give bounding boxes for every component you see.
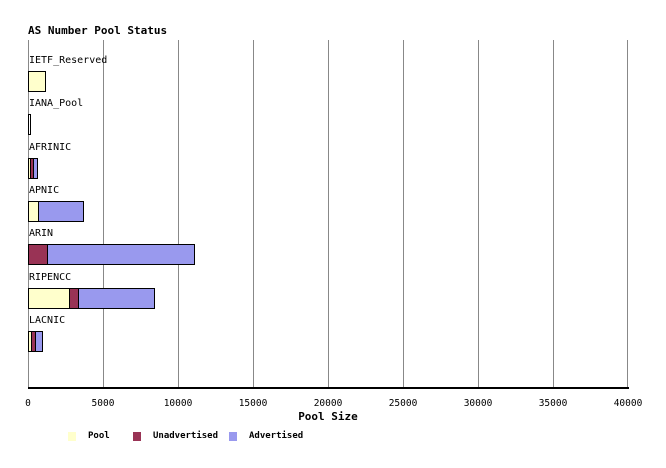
bar-segment-advertised <box>34 332 42 351</box>
gridline-20000 <box>328 40 329 388</box>
gridline-10000 <box>178 40 179 388</box>
bar-afrinic <box>28 158 38 179</box>
chart-title: AS Number Pool Status <box>28 24 168 37</box>
gridline-5000 <box>103 40 104 388</box>
x-tick-label-15000: 15000 <box>238 398 268 409</box>
bar-label-arin: ARIN <box>29 228 54 239</box>
x-tick-label-35000: 35000 <box>538 398 568 409</box>
gridline-35000 <box>553 40 554 388</box>
bar-ripencc <box>28 288 155 309</box>
legend-swatch-advertised <box>229 431 237 441</box>
bar-segment-advertised <box>78 289 154 308</box>
gridline-40000 <box>627 40 628 388</box>
bar-segment-unadvertised <box>31 332 35 351</box>
gridline-15000 <box>253 40 254 388</box>
plot-area: IETF_Reserved IANA_Pool AFRINIC APNIC ARIN RI… <box>28 40 629 389</box>
bar-segment-unadvertised <box>29 159 33 178</box>
legend-item-advertised: Advertised <box>229 431 303 441</box>
bar-segment-advertised <box>33 159 37 178</box>
x-axis-title: Pool Size <box>298 410 358 423</box>
legend-label-pool: Pool <box>88 431 110 441</box>
bar-label-afrinic: AFRINIC <box>29 142 72 153</box>
bar-segment-unadvertised <box>69 289 79 308</box>
bar-segment-pool <box>29 72 45 91</box>
bar-segment-pool <box>29 159 30 178</box>
gridline-30000 <box>478 40 479 388</box>
x-tick-label-20000: 20000 <box>313 398 343 409</box>
bar-segment-pool <box>29 289 70 308</box>
legend-label-unadvertised: Unadvertised <box>153 431 219 441</box>
legend-label-advertised: Advertised <box>249 431 304 441</box>
bar-segment-pool <box>29 332 32 351</box>
bar-iana_pool <box>28 114 31 135</box>
legend-swatch-unadvertised <box>133 431 141 441</box>
bar-segment-unadvertised <box>29 245 47 264</box>
legend-item-unadvertised: Unadvertised <box>133 431 218 441</box>
x-tick-label-5000: 5000 <box>91 398 115 409</box>
bar-segment-advertised <box>37 202 83 221</box>
bar-ietf_reserved <box>28 71 46 92</box>
bar-arin <box>28 244 195 265</box>
x-tick-label-40000: 40000 <box>613 398 643 409</box>
x-tick-label-0: 0 <box>25 398 31 409</box>
legend-item-pool: Pool <box>68 431 110 441</box>
bar-label-apnic: APNIC <box>29 185 60 196</box>
gridline-25000 <box>403 40 404 388</box>
x-axis-line <box>28 387 629 389</box>
bar-label-lacnic: LACNIC <box>29 315 66 326</box>
bar-segment-advertised <box>46 245 194 264</box>
bar-segment-pool <box>29 202 38 221</box>
x-tick-label-10000: 10000 <box>163 398 193 409</box>
legend-swatch-pool <box>68 431 76 441</box>
bar-apnic <box>28 201 84 222</box>
x-tick-label-30000: 30000 <box>463 398 493 409</box>
bar-label-ripencc: RIPENCC <box>29 272 72 283</box>
bar-label-ietf_reserved: IETF_Reserved <box>29 55 108 66</box>
bar-lacnic <box>28 331 43 352</box>
bar-label-iana_pool: IANA_Pool <box>29 98 84 109</box>
x-tick-label-25000: 25000 <box>388 398 418 409</box>
